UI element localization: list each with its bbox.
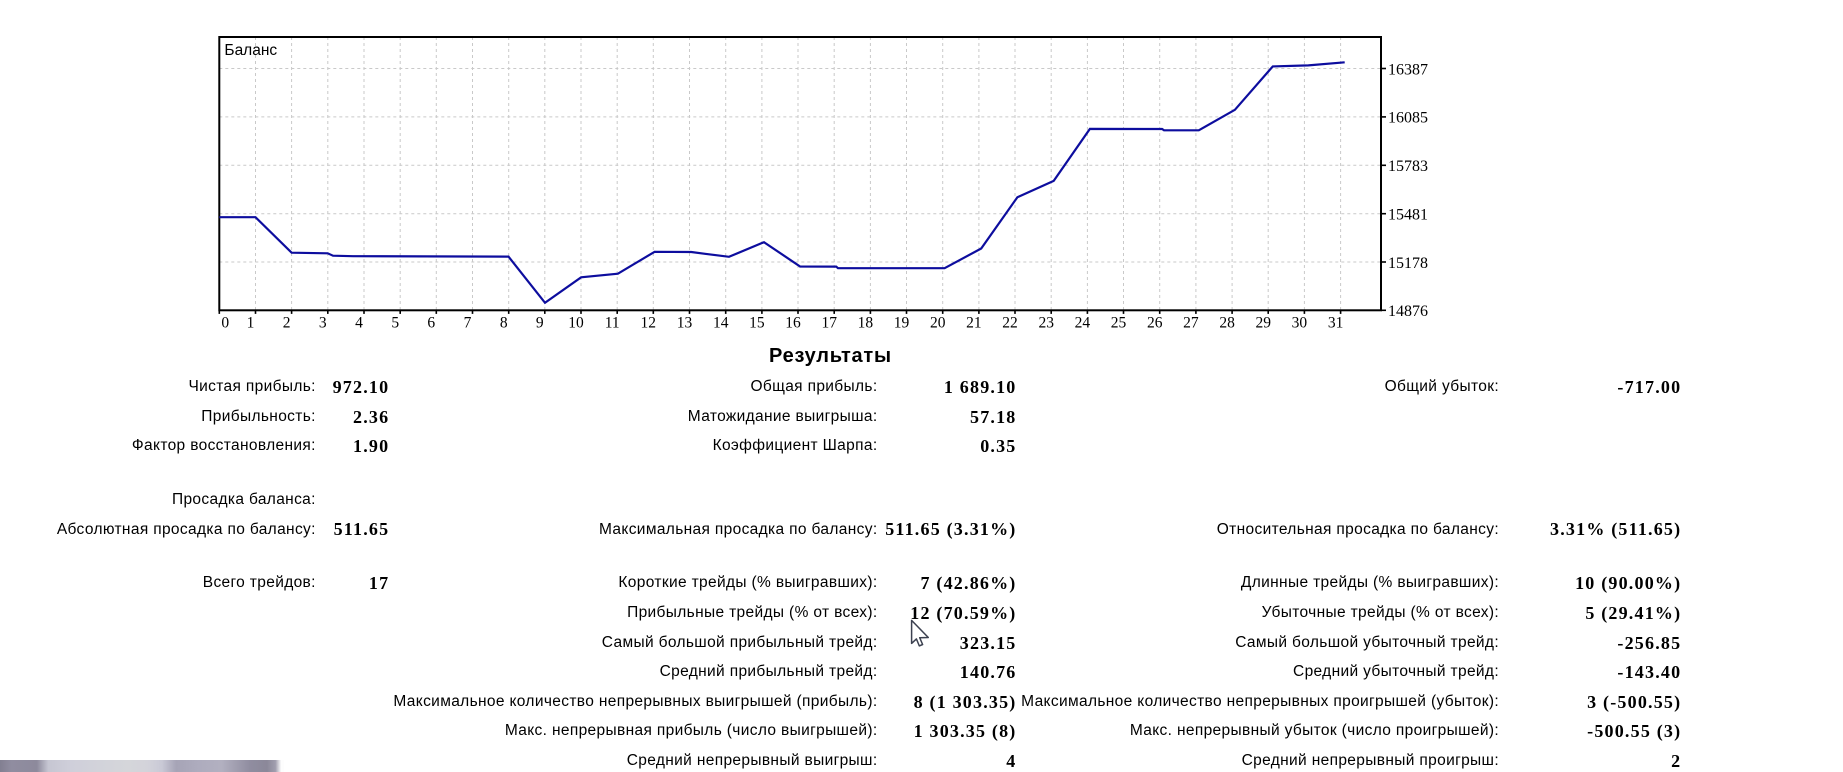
- svg-text:15783: 15783: [1388, 158, 1428, 175]
- svg-text:16: 16: [785, 315, 801, 332]
- svg-text:17: 17: [821, 315, 837, 332]
- svg-text:9: 9: [536, 315, 544, 332]
- svg-text:15178: 15178: [1388, 255, 1428, 272]
- svg-text:30: 30: [1292, 315, 1308, 332]
- svg-text:8: 8: [500, 315, 508, 332]
- svg-text:21: 21: [966, 315, 982, 332]
- svg-text:13: 13: [677, 315, 693, 332]
- svg-text:14876: 14876: [1388, 303, 1428, 320]
- svg-text:14: 14: [713, 315, 729, 332]
- svg-text:31: 31: [1328, 315, 1344, 332]
- svg-text:20: 20: [930, 315, 946, 332]
- svg-text:1: 1: [247, 315, 255, 332]
- svg-text:2: 2: [283, 315, 291, 332]
- svg-text:Баланс: Баланс: [224, 42, 277, 59]
- svg-text:11: 11: [605, 315, 620, 332]
- svg-text:22: 22: [1002, 315, 1018, 332]
- svg-text:15: 15: [749, 315, 765, 332]
- svg-text:25: 25: [1111, 315, 1127, 332]
- svg-text:24: 24: [1075, 315, 1091, 332]
- svg-text:16387: 16387: [1388, 61, 1428, 78]
- svg-text:7: 7: [464, 315, 472, 332]
- svg-text:10: 10: [568, 315, 584, 332]
- svg-text:28: 28: [1219, 315, 1235, 332]
- svg-text:3: 3: [319, 315, 327, 332]
- svg-text:26: 26: [1147, 315, 1163, 332]
- svg-text:16085: 16085: [1388, 110, 1428, 127]
- svg-text:5: 5: [391, 315, 399, 332]
- svg-text:12: 12: [641, 315, 657, 332]
- svg-text:0: 0: [221, 315, 229, 332]
- svg-text:19: 19: [894, 315, 910, 332]
- svg-text:27: 27: [1183, 315, 1199, 332]
- svg-text:4: 4: [355, 315, 363, 332]
- svg-text:6: 6: [427, 315, 435, 332]
- svg-text:23: 23: [1038, 315, 1054, 332]
- svg-text:29: 29: [1255, 315, 1271, 332]
- svg-text:18: 18: [858, 315, 874, 332]
- svg-text:15481: 15481: [1388, 207, 1428, 224]
